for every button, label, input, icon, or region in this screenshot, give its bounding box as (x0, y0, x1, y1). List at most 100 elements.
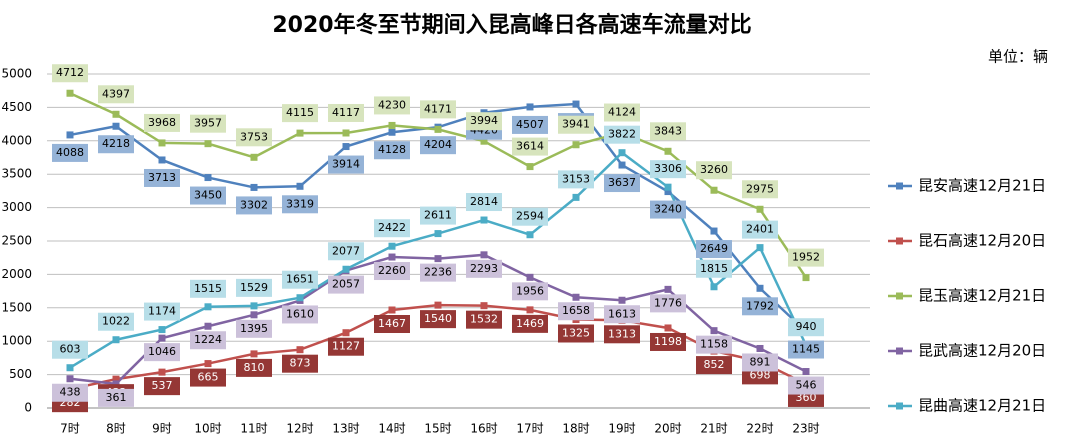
data-label: 2293 (470, 262, 498, 275)
point-marker (158, 368, 166, 376)
data-label: 3614 (516, 140, 544, 153)
legend-marker (896, 402, 903, 410)
data-label: 1815 (700, 262, 728, 275)
point-marker (572, 193, 580, 201)
data-label: 1952 (792, 251, 820, 264)
data-label: 2422 (378, 221, 406, 234)
point-marker (342, 143, 350, 151)
x-tick-label: 16时 (470, 422, 497, 436)
data-label: 3957 (194, 117, 222, 130)
data-label: 3994 (470, 114, 498, 127)
data-label-box (512, 207, 548, 226)
data-label: 4124 (608, 106, 636, 119)
data-label: 3450 (194, 189, 222, 202)
data-label-box (282, 195, 318, 214)
x-tick-label: 21时 (700, 422, 727, 436)
data-label: 2236 (424, 266, 452, 279)
legend-label: 昆曲高速12月21日 (918, 397, 1046, 415)
data-label: 940 (796, 320, 817, 333)
data-label-box (650, 122, 686, 141)
data-label: 1956 (516, 284, 544, 297)
data-label: 4115 (286, 106, 314, 119)
data-label: 2260 (378, 264, 406, 277)
legend-label: 昆武高速12月20日 (918, 342, 1046, 360)
data-label-box (604, 325, 640, 344)
point-marker (342, 329, 350, 337)
data-label: 810 (244, 361, 265, 374)
data-label-box (512, 115, 548, 134)
point-marker (710, 186, 718, 194)
point-marker (158, 139, 166, 147)
data-label: 1540 (424, 312, 452, 325)
data-label-box (420, 206, 456, 225)
point-marker (664, 147, 672, 155)
y-tick-label: 4500 (1, 100, 32, 114)
x-tick-label: 7时 (60, 422, 80, 436)
data-label: 3302 (240, 198, 268, 211)
point-marker (664, 285, 672, 293)
point-marker (480, 251, 488, 259)
point-marker (434, 125, 442, 133)
data-label-box (236, 358, 272, 377)
point-marker (250, 153, 258, 161)
point-marker (296, 129, 304, 137)
y-tick-label: 2000 (1, 267, 32, 281)
data-label-box (650, 200, 686, 219)
point-marker (250, 302, 258, 310)
data-label-box (374, 141, 410, 160)
data-label: 537 (152, 379, 173, 392)
data-label: 3260 (700, 163, 728, 176)
data-label-box (236, 278, 272, 297)
data-label: 4230 (378, 98, 406, 111)
y-tick-label: 3500 (1, 167, 32, 181)
data-label: 1467 (378, 317, 406, 330)
x-tick-label: 13时 (332, 422, 359, 436)
data-label: 2975 (746, 182, 774, 195)
point-marker (296, 294, 304, 302)
point-marker (710, 283, 718, 291)
data-label-box (190, 279, 226, 298)
point-marker (572, 141, 580, 149)
point-marker (664, 188, 672, 196)
point-marker (756, 205, 764, 213)
point-marker (526, 306, 534, 314)
data-label-box (466, 193, 502, 212)
data-label: 1776 (654, 296, 682, 309)
data-label-box (190, 368, 226, 387)
point-marker (388, 253, 396, 261)
point-marker (66, 364, 74, 372)
data-label: 1046 (148, 345, 176, 358)
point-marker (66, 89, 74, 97)
data-label: 1651 (286, 273, 314, 286)
y-tick-label: 2500 (1, 234, 32, 248)
data-label: 3306 (654, 162, 682, 175)
point-marker (572, 100, 580, 108)
point-marker (664, 183, 672, 191)
data-label-box (650, 294, 686, 313)
point-marker (112, 122, 120, 130)
data-label-box (420, 100, 456, 119)
data-label-box (52, 143, 88, 162)
x-tick-label: 8时 (106, 422, 126, 436)
x-tick-label: 18时 (562, 422, 589, 436)
x-tick-label: 12时 (286, 422, 313, 436)
data-label: 665 (198, 371, 219, 384)
point-marker (756, 344, 764, 352)
data-label-box (604, 174, 640, 193)
point-marker (342, 265, 350, 273)
point-marker (526, 163, 534, 171)
y-tick-label: 1000 (1, 334, 32, 348)
data-label: 546 (796, 379, 817, 392)
data-label-box (512, 282, 548, 301)
data-label: 1022 (102, 315, 130, 328)
data-label: 3153 (562, 172, 590, 185)
data-label-box (236, 196, 272, 215)
data-label-box (558, 170, 594, 189)
data-label-box (374, 219, 410, 238)
x-tick-label: 19时 (608, 422, 635, 436)
data-label-box (52, 340, 88, 359)
data-label: 1325 (562, 326, 590, 339)
data-label-box (558, 324, 594, 343)
point-marker (204, 174, 212, 182)
point-marker (526, 231, 534, 239)
